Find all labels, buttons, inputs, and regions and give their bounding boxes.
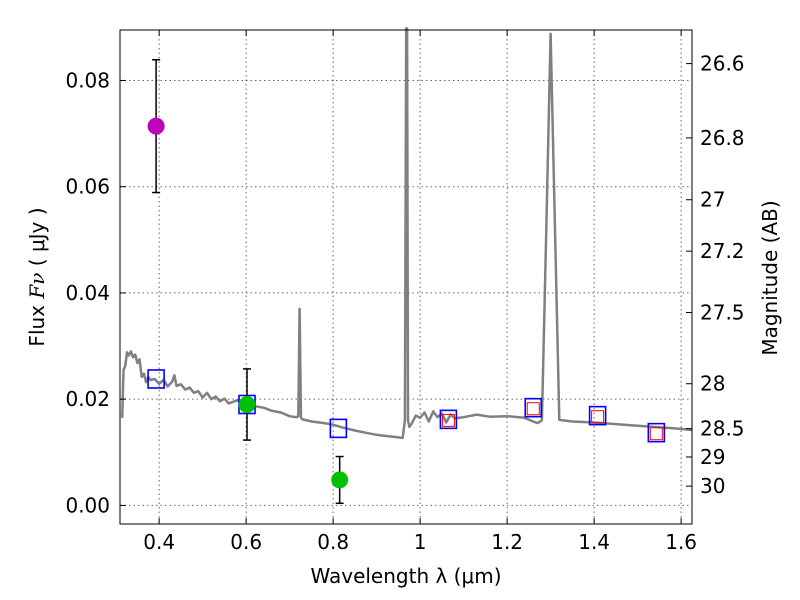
y-axis-label-symbol: Fν — [25, 273, 49, 300]
x-tick-label: 0.4 — [143, 530, 175, 554]
magnitude-tick-label: 30 — [700, 474, 725, 498]
y-tick-label: 0.02 — [65, 387, 110, 411]
observed-point-magenta — [147, 117, 165, 135]
x-axis-label: Wavelength λ (μm) — [310, 564, 501, 588]
y-tick-label: 0.08 — [65, 68, 110, 92]
magnitude-axis-ticks: 26.6 26.8 27 27.2 27.5 28 28.5 29 30 — [686, 52, 745, 498]
y-axis-label-text: Flux — [25, 299, 49, 347]
red-photometry-box — [441, 413, 455, 427]
y-tick-label: 0.04 — [65, 281, 110, 305]
grid-lines — [120, 30, 692, 524]
x-tick-label: 1.2 — [491, 530, 523, 554]
magnitude-tick-label: 29 — [700, 445, 725, 469]
model-photometry-box — [588, 405, 607, 426]
observed-point-green — [331, 471, 349, 489]
x-tick-label: 1 — [414, 530, 427, 554]
x-tick-label: 1.4 — [578, 530, 610, 554]
model-spectrum-line — [120, 27, 693, 440]
magnitude-tick-label: 28.5 — [700, 417, 745, 441]
magnitude-tick-label: 28 — [700, 372, 725, 396]
observed-point-green — [238, 395, 256, 413]
red-photometry-box — [526, 402, 540, 416]
model-photometry-box — [147, 369, 165, 389]
magnitude-tick-label: 27.5 — [700, 301, 745, 325]
magnitude-tick-label: 27 — [700, 188, 725, 212]
magnitude-tick-label: 27.2 — [700, 239, 745, 263]
y-axis-label: Flux Fν ( μJy ) — [25, 207, 49, 346]
plot-area — [120, 27, 693, 505]
model-photometry-box — [647, 422, 666, 443]
magnitude-tick-label: 26.6 — [700, 52, 745, 76]
y-axis-label-units: ( μJy ) — [25, 207, 49, 272]
magnitude-axis-label: Magnitude (AB) — [758, 200, 782, 355]
y-tick-label: 0.00 — [65, 493, 110, 517]
x-tick-label: 0.6 — [230, 530, 262, 554]
y-axis-ticks: 0.00 0.02 0.04 0.06 0.08 — [65, 68, 126, 517]
x-tick-label: 0.8 — [317, 530, 349, 554]
y-tick-label: 0.06 — [65, 175, 110, 199]
magnitude-tick-label: 26.8 — [700, 126, 745, 150]
observed-points — [147, 58, 349, 505]
model-photometry-box — [329, 418, 348, 439]
x-axis-ticks: 0.4 0.6 0.8 1 1.2 1.4 1.6 — [143, 30, 697, 554]
model-photometry-box — [439, 409, 458, 430]
plot-frame — [119, 29, 693, 525]
model-photometry-box — [524, 397, 543, 418]
x-tick-label: 1.6 — [665, 530, 697, 554]
red-photometry-box — [591, 410, 605, 424]
red-photometry-box — [649, 427, 663, 441]
